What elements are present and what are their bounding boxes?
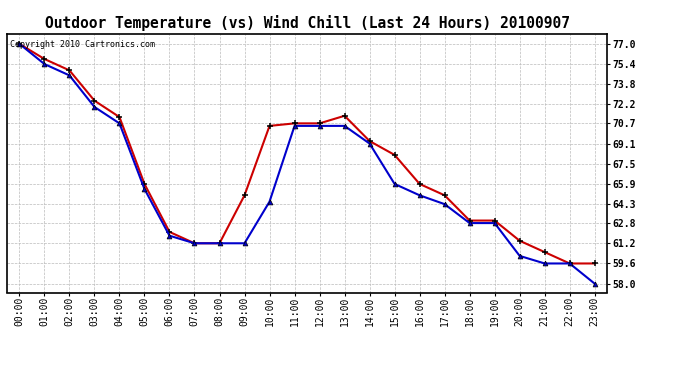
Title: Outdoor Temperature (vs) Wind Chill (Last 24 Hours) 20100907: Outdoor Temperature (vs) Wind Chill (Las… [45,15,569,31]
Text: Copyright 2010 Cartronics.com: Copyright 2010 Cartronics.com [10,40,155,49]
